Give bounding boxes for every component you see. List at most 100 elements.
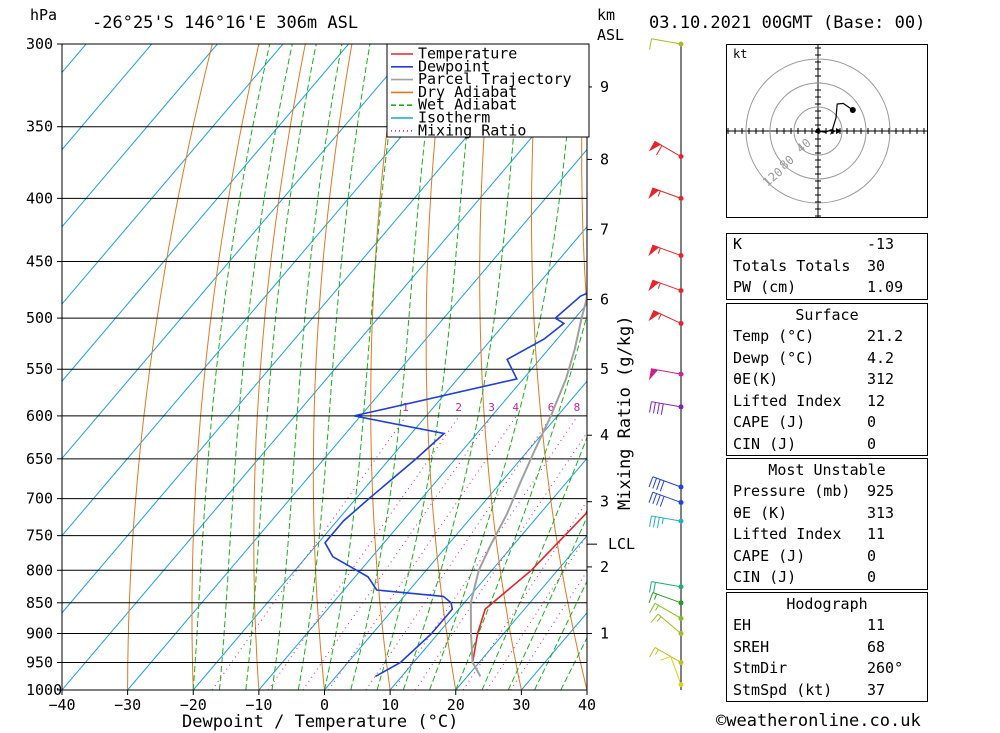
surface-row: θE(K) 312 <box>727 369 927 391</box>
surface-label: Lifted Index <box>733 391 842 410</box>
pressure-tick-label: 350 <box>26 118 53 136</box>
mixing-ratio-label: 2 <box>455 401 462 414</box>
date-label: 03.10.2021 00GMT (Base: 00) <box>649 13 925 33</box>
wind-feather <box>648 492 654 503</box>
temperature-profile <box>471 508 587 677</box>
wet-adiabat-line <box>534 580 587 690</box>
wind-staff <box>651 581 682 588</box>
temp-tick-label: 0 <box>320 696 329 714</box>
most-unstable-row: θE (K) 313 <box>727 503 927 525</box>
index-label: K <box>733 235 743 253</box>
pressure-tick-label: 450 <box>26 253 53 271</box>
surface-row: CAPE (J) 0 <box>727 412 927 434</box>
most-unstable-row: Pressure (mb) 925 <box>727 481 927 503</box>
wind-barb <box>649 647 682 663</box>
wet-adiabat-line <box>350 44 437 690</box>
most-unstable-row: CIN (J) 0 <box>727 567 927 589</box>
wet-adiabat-line <box>271 44 343 690</box>
hodograph-stat-value: 11 <box>867 616 886 634</box>
wind-half-feather <box>655 649 659 655</box>
pressure-tick-label: 550 <box>26 360 53 378</box>
most-unstable-row: CAPE (J) 0 <box>727 546 927 568</box>
wet-adiabat-line <box>219 44 293 690</box>
wind-staff <box>651 38 682 45</box>
wind-feather <box>656 402 660 414</box>
x-axis-label: Dewpoint / Temperature (°C) <box>182 712 458 732</box>
pressure-tick-label: 750 <box>26 527 53 545</box>
temp-tick-label: 10 <box>381 696 399 714</box>
km-tick-label: 5 <box>600 360 609 378</box>
wind-half-feather <box>657 247 661 254</box>
hodo-trace <box>817 102 854 135</box>
dry-adiabat-line <box>630 44 718 690</box>
most-unstable-title: Most Unstable <box>768 461 886 479</box>
pressure-tick-label: 800 <box>26 561 53 579</box>
mixing-ratio-label: 3 <box>488 401 495 414</box>
most-unstable-label: Lifted Index <box>733 525 842 543</box>
isotherm-line <box>62 44 284 305</box>
wind-staff <box>652 491 682 503</box>
pressure-tick-label: 300 <box>26 35 53 53</box>
mixing-ratio-label: 20 <box>661 401 674 414</box>
wind-half-feather <box>654 593 658 600</box>
pressure-tick-label: 1000 <box>26 681 62 699</box>
pressure-tick-label: 400 <box>26 189 53 207</box>
most-unstable-value: 925 <box>867 482 895 500</box>
mixing-ratio-label: 4 <box>512 401 519 414</box>
wind-feather <box>649 647 656 658</box>
temp-tick-label: −10 <box>245 696 272 714</box>
index-row: PW (cm) 1.09 <box>727 277 927 299</box>
surface-row: CIN (J) 0 <box>727 434 927 456</box>
most-unstable-value: 313 <box>867 503 895 522</box>
wind-pennant <box>648 279 660 292</box>
dry-adiabat-line <box>479 44 522 690</box>
mixing-ratio-line <box>393 415 579 690</box>
wet-adiabat-line <box>402 44 523 690</box>
wind-barb <box>648 476 682 492</box>
surface-label: CAPE (J) <box>733 413 806 431</box>
hodo-storm-motion <box>836 128 842 134</box>
index-value: -13 <box>867 235 895 253</box>
hodograph-stat-value: 37 <box>867 680 886 699</box>
wind-pennant <box>648 368 659 381</box>
surface-label: Temp (°C) <box>733 327 815 345</box>
wind-feather <box>648 592 654 604</box>
wet-adiabat-line <box>455 313 587 690</box>
wind-pennant <box>648 310 661 322</box>
legend-label-temperature: Temperature <box>418 45 517 63</box>
km-tick-label: 6 <box>600 291 609 309</box>
pressure-tick-label: 500 <box>26 309 53 327</box>
wet-adiabat-line <box>192 44 271 690</box>
wind-barb <box>649 602 682 619</box>
index-label: PW (cm) <box>733 278 797 296</box>
wind-feather <box>656 517 660 529</box>
wet-adiabat-line <box>245 44 317 690</box>
wind-feather <box>652 477 658 489</box>
wind-barb <box>648 310 682 324</box>
wind-feather <box>649 603 656 614</box>
wind-feather <box>652 516 656 528</box>
pressure-tick-label: 900 <box>26 624 53 642</box>
wind-barb <box>648 140 682 157</box>
hodograph-stat-row: SREH 68 <box>727 637 927 659</box>
dry-adiabat-line <box>253 44 306 690</box>
indices-table: K -13 Totals Totals 30 PW (cm) 1.09 <box>726 233 928 300</box>
chart-title: -26°25'S 146°16'E 306m ASL <box>92 13 358 33</box>
surface-value: 12 <box>867 391 886 410</box>
most-unstable-value: 0 <box>867 568 877 586</box>
mixing-ratio-line <box>365 415 553 690</box>
wind-staff <box>654 602 682 619</box>
temp-tick-label: 30 <box>512 696 530 714</box>
wet-adiabat-line <box>324 44 402 690</box>
wind-feather <box>656 145 663 156</box>
pressure-tick-label: 600 <box>26 407 53 425</box>
surface-value: 312 <box>867 370 895 388</box>
surface-value: 4.2 <box>867 348 895 367</box>
wind-half-feather <box>657 282 661 289</box>
wind-barb <box>648 368 682 381</box>
wind-feather <box>656 479 661 490</box>
wet-adiabat-line <box>481 435 587 690</box>
wind-feather <box>659 496 665 507</box>
hodograph-stat-row: EH 11 <box>727 615 927 637</box>
axis-labels: 3003504004505005506006507007508008509009… <box>26 35 635 714</box>
